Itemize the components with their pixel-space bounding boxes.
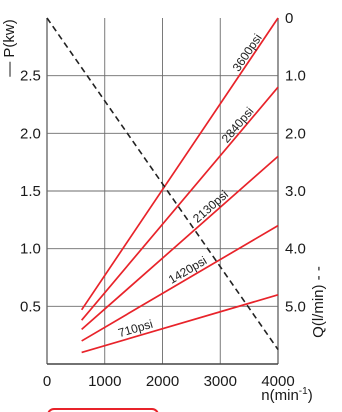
series-label: 2840psi — [219, 104, 257, 145]
red-underline-mark — [47, 408, 159, 412]
series-label: 2130psi — [190, 187, 231, 225]
series-label: 3600psi — [230, 31, 265, 74]
x-tick-label: 2000 — [146, 373, 179, 390]
right-y-tick-label: 4.0 — [285, 241, 306, 258]
left-y-axis-title: — P(kw) — [1, 19, 18, 77]
left-y-tick-label: 1.5 — [20, 183, 41, 200]
power-line — [81, 293, 279, 354]
power-line — [81, 155, 279, 331]
right-y-tick-labels: 0 1.0 2.0 3.0 4.0 5.0 — [285, 10, 306, 315]
series-lines — [46, 17, 279, 354]
flow-line — [46, 17, 279, 351]
power-line — [80, 17, 279, 311]
left-y-tick-label: 2.0 — [20, 125, 41, 142]
right-y-tick-label: 3.0 — [285, 183, 306, 200]
right-y-tick-label: 0 — [285, 10, 293, 27]
left-y-tick-labels: 0.5 1.0 1.5 2.0 2.5 — [20, 68, 41, 316]
power-line — [81, 224, 279, 342]
x-tick-labels: 0 1000 2000 3000 4000 — [43, 373, 295, 390]
left-y-tick-label: 0.5 — [20, 298, 41, 315]
power-line — [81, 86, 279, 321]
right-y-tick-label: 1.0 — [285, 68, 306, 85]
x-tick-label: 1000 — [88, 373, 121, 390]
x-tick-label: 3000 — [204, 373, 237, 390]
right-y-tick-label: 5.0 — [285, 298, 306, 315]
left-y-tick-label: 2.5 — [20, 68, 41, 85]
x-tick-label: 0 — [43, 373, 51, 390]
x-tick-label: 4000 — [261, 373, 294, 390]
right-y-tick-label: 2.0 — [285, 125, 306, 142]
left-y-tick-label: 1.0 — [20, 241, 41, 258]
right-y-axis-title: Q(l/min) - - — [310, 266, 327, 338]
x-axis-title: n(min-1) — [261, 386, 312, 404]
